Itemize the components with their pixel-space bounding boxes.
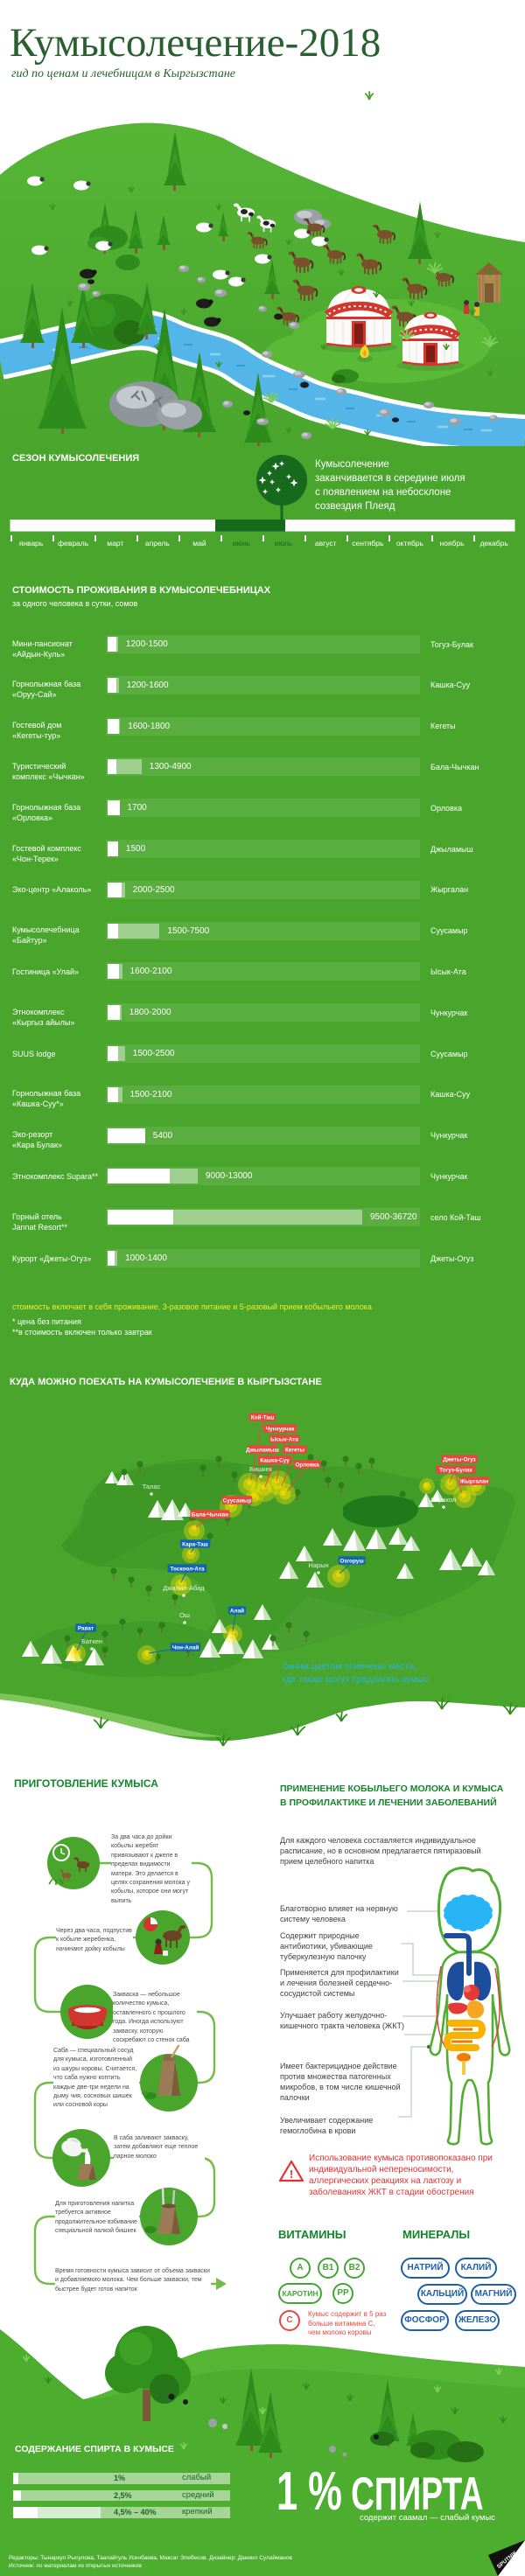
svg-text:Каракол: Каракол (431, 1496, 457, 1504)
svg-text:Кара-Таш: Кара-Таш (182, 1541, 208, 1547)
svg-text:Жыргалан: Жыргалан (459, 1478, 489, 1484)
svg-text:Суусамыр: Суусамыр (223, 1497, 252, 1504)
svg-text:Чон-Алай: Чон-Алай (172, 1644, 200, 1651)
svg-text:Алай: Алай (230, 1607, 244, 1614)
svg-text:Бишкек: Бишкек (249, 1465, 273, 1473)
svg-text:Джыламыш: Джыламыш (246, 1447, 279, 1453)
svg-text:Талас: Талас (143, 1483, 161, 1490)
svg-text:Ысык-Ата: Ысык-Ата (270, 1436, 298, 1442)
svg-text:Баткен: Баткен (81, 1637, 102, 1645)
svg-text:Кой-Таш: Кой-Таш (251, 1414, 275, 1421)
svg-text:Нарын: Нарын (308, 1561, 328, 1569)
svg-text:Тогуз-Булак: Тогуз-Булак (439, 1467, 472, 1473)
svg-text:Бала-Чычкан: Бала-Чычкан (192, 1511, 228, 1518)
svg-text:Кегеты: Кегеты (285, 1447, 305, 1453)
svg-text:Орловка: Орловка (295, 1462, 319, 1468)
svg-text:Джалил-Абад: Джалил-Абад (163, 1584, 205, 1592)
svg-text:Чункурчак: Чункурчак (266, 1426, 296, 1432)
svg-text:!: ! (290, 2168, 293, 2181)
svg-text:Рават: Рават (78, 1625, 94, 1631)
svg-text:Озгоруш: Озгоруш (340, 1558, 363, 1564)
svg-text:Кашка-Суу: Кашка-Суу (260, 1457, 290, 1463)
svg-text:Джеты-Огуз: Джеты-Огуз (443, 1456, 475, 1463)
svg-text:Ош: Ош (179, 1611, 190, 1619)
svg-text:Тоскоол-Ата: Тоскоол-Ата (170, 1566, 204, 1572)
